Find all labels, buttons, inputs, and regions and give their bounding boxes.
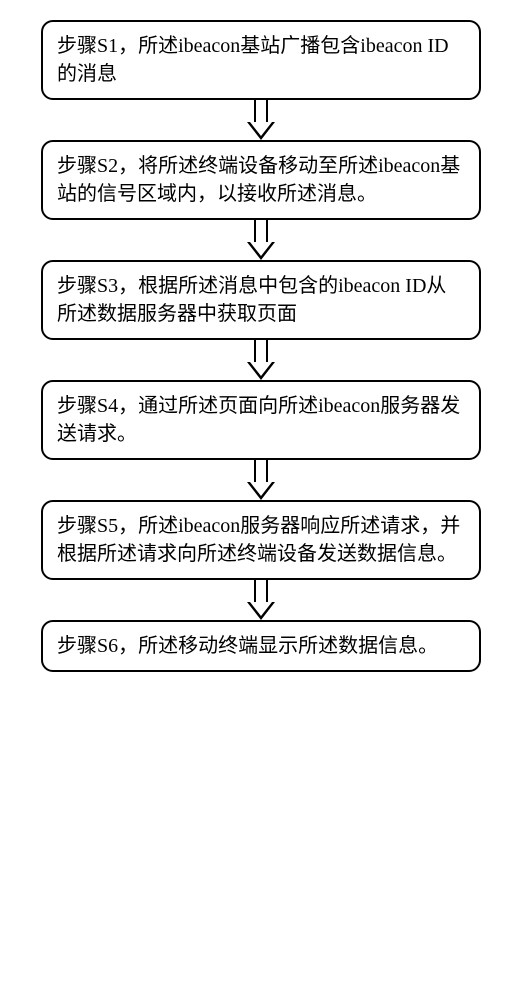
flow-step-text: 步骤S6，所述移动终端显示所述数据信息。 [57, 635, 438, 657]
flow-step-s2: 步骤S2，将所述终端设备移动至所述ibeacon基站的信号区域内，以接收所述消息… [41, 140, 481, 220]
flow-step-s3: 步骤S3，根据所述消息中包含的ibeacon ID从所述数据服务器中获取页面 [41, 260, 481, 340]
flow-step-text: 步骤S2，将所述终端设备移动至所述ibeacon基站的信号区域内，以接收所述消息… [57, 155, 460, 205]
arrow-icon [260, 340, 262, 380]
flow-step-s5: 步骤S5，所述ibeacon服务器响应所述请求，并根据所述请求向所述终端设备发送… [41, 500, 481, 580]
flow-step-s4: 步骤S4，通过所述页面向所述ibeacon服务器发送请求。 [41, 380, 481, 460]
arrow-icon [260, 220, 262, 260]
flowchart-container: 步骤S1，所述ibeacon基站广播包含ibeacon ID的消息 步骤S2，将… [20, 20, 502, 672]
flow-step-s6: 步骤S6，所述移动终端显示所述数据信息。 [41, 620, 481, 672]
flow-step-text: 步骤S3，根据所述消息中包含的ibeacon ID从所述数据服务器中获取页面 [57, 275, 446, 325]
flow-step-text: 步骤S4，通过所述页面向所述ibeacon服务器发送请求。 [57, 395, 460, 445]
flow-step-text: 步骤S5，所述ibeacon服务器响应所述请求，并根据所述请求向所述终端设备发送… [57, 515, 460, 565]
flow-step-s1: 步骤S1，所述ibeacon基站广播包含ibeacon ID的消息 [41, 20, 481, 100]
arrow-icon [260, 100, 262, 140]
flow-step-text: 步骤S1，所述ibeacon基站广播包含ibeacon ID的消息 [57, 35, 449, 85]
arrow-icon [260, 580, 262, 620]
arrow-icon [260, 460, 262, 500]
